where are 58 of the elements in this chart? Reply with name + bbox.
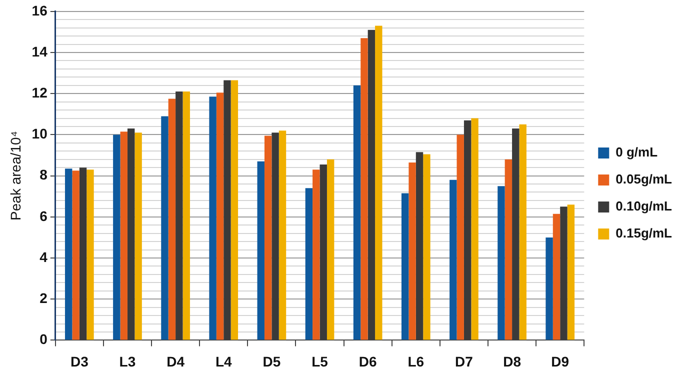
bar <box>471 118 478 340</box>
bar <box>120 132 128 340</box>
bar <box>257 161 264 340</box>
bar <box>264 136 272 340</box>
bar <box>209 96 216 340</box>
bar <box>552 214 560 340</box>
x-tick-label: D4 <box>166 353 185 370</box>
y-axis-title: Peak area/10⁴ <box>7 131 24 220</box>
bar <box>64 168 72 340</box>
legend-label: 0.15g/mL <box>616 226 672 241</box>
x-tick-label: L5 <box>312 353 328 370</box>
y-tick-label: 16 <box>32 2 48 18</box>
bar <box>408 162 416 340</box>
bar <box>504 159 512 340</box>
bar <box>401 193 409 340</box>
x-tick-label: D5 <box>262 353 281 370</box>
bar <box>230 80 238 340</box>
y-tick-label: 4 <box>40 248 48 265</box>
x-tick-label: L4 <box>215 353 232 370</box>
bar <box>450 180 457 340</box>
x-tick-label: D6 <box>358 353 377 370</box>
bar <box>168 98 176 340</box>
bar <box>519 124 526 340</box>
bar <box>216 92 224 340</box>
y-tick-label: 2 <box>40 290 48 306</box>
y-tick-label: 0 <box>40 331 48 348</box>
bar <box>360 38 368 340</box>
y-tick-label: 10 <box>32 126 48 142</box>
bar <box>546 237 553 340</box>
y-tick-label: 14 <box>32 43 48 60</box>
legend-label: 0.10g/mL <box>616 198 672 214</box>
bar <box>456 134 464 340</box>
bar <box>326 159 334 340</box>
bar <box>423 154 430 340</box>
legend-label: 0.05g/mL <box>616 172 672 187</box>
x-tick-label: D3 <box>70 353 89 370</box>
bar <box>113 134 120 340</box>
x-tick-label: D7 <box>455 353 474 370</box>
bar <box>278 130 286 340</box>
bar <box>567 204 575 340</box>
bar <box>86 170 94 340</box>
y-tick-label: 12 <box>32 84 48 100</box>
bar <box>498 186 505 340</box>
x-tick-label: L3 <box>119 353 136 370</box>
x-tick-label: L6 <box>408 353 424 370</box>
bar <box>161 116 168 340</box>
y-tick-label: 6 <box>40 208 48 224</box>
y-tick-label: 8 <box>40 166 48 183</box>
bar <box>305 188 313 340</box>
bar <box>312 170 320 340</box>
bar <box>182 92 190 340</box>
x-tick-label: D9 <box>551 353 570 370</box>
bar <box>72 170 80 340</box>
bar <box>375 26 382 340</box>
bar <box>134 132 142 340</box>
bar <box>353 85 361 340</box>
legend-label: 0 g/mL <box>616 144 658 160</box>
x-tick-label: D8 <box>503 353 522 370</box>
